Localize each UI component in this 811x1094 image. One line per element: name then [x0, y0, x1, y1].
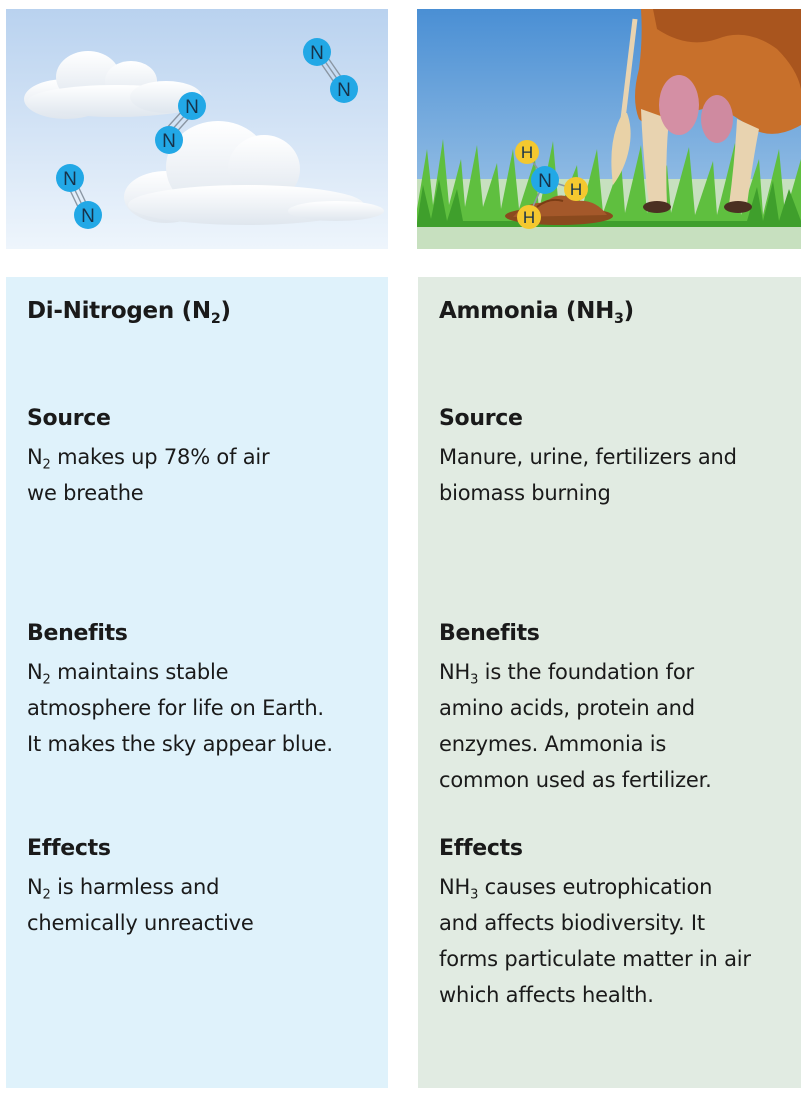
ammonia-effects-text: NH3 causes eutrophication and affects bi… [439, 869, 799, 1013]
nh3-h-atom-label: H [523, 208, 535, 227]
text-line: atmosphere for life on Earth. [27, 696, 324, 720]
text-line: enzymes. Ammonia is [439, 732, 667, 756]
n2-molecule-2: N N [303, 38, 358, 103]
text-line: which affects health. [439, 983, 654, 1007]
ammonia-title: Ammonia (NH3) [439, 298, 634, 327]
n2-atom-label: N [162, 131, 176, 152]
dinitrogen-effects-heading: Effects [27, 836, 111, 861]
sky-illustration: N N N N N N [6, 9, 388, 249]
dinitrogen-title: Di-Nitrogen (N2) [27, 298, 231, 327]
n2-atom-label: N [63, 169, 77, 190]
farm-illustration: H H H N [417, 9, 801, 249]
n2-molecule-1: N N [155, 92, 206, 154]
text-line: amino acids, protein and [439, 696, 695, 720]
n2-atom-label: N [310, 43, 324, 64]
nh3-h-atom-label: H [521, 143, 533, 162]
ammonia-effects-heading: Effects [439, 836, 523, 861]
cow [611, 9, 801, 213]
n2-atom-label: N [81, 206, 95, 227]
grass [417, 139, 801, 223]
n2-atom-label: N [185, 97, 199, 118]
ammonia-source-text: Manure, urine, fertilizers and biomass b… [439, 439, 799, 511]
nh3-n-atom-label: N [538, 171, 552, 192]
text-line: and affects biodiversity. It [439, 911, 705, 935]
text-line: NH3 causes eutrophication [439, 875, 713, 903]
n2-molecule-3: N N [56, 164, 102, 229]
dinitrogen-source-text: N2 makes up 78% of air we breathe [27, 439, 387, 511]
text-line: NH3 is the foundation for [439, 660, 694, 688]
cloud-large [124, 121, 384, 225]
grass-dark [417, 179, 801, 227]
ammonia-panel [418, 277, 801, 1088]
ammonia-benefits-text: NH3 is the foundation for amino acids, p… [439, 654, 799, 798]
text-line: N2 is harmless and [27, 875, 220, 903]
text-line: It makes the sky appear blue. [27, 732, 333, 756]
nh3-h-atom-label: H [570, 180, 582, 199]
dinitrogen-effects-text: N2 is harmless and chemically unreactive [27, 869, 387, 941]
nh3-molecule: H H H N [515, 140, 588, 229]
dinitrogen-benefits-heading: Benefits [27, 621, 128, 646]
text-line: Manure, urine, fertilizers and [439, 445, 737, 469]
text-line: N2 maintains stable [27, 660, 229, 688]
ammonia-benefits-heading: Benefits [439, 621, 540, 646]
dinitrogen-panel [6, 277, 388, 1088]
text-line: N2 makes up 78% of air [27, 445, 270, 473]
text-line: biomass burning [439, 481, 611, 505]
dinitrogen-source-heading: Source [27, 406, 111, 431]
dinitrogen-benefits-text: N2 maintains stable atmosphere for life … [27, 654, 387, 762]
text-line: we breathe [27, 481, 144, 505]
text-line: chemically unreactive [27, 911, 254, 935]
text-line: forms particulate matter in air [439, 947, 751, 971]
n2-atom-label: N [337, 80, 351, 101]
text-line: common used as fertilizer. [439, 768, 712, 792]
ammonia-source-heading: Source [439, 406, 523, 431]
